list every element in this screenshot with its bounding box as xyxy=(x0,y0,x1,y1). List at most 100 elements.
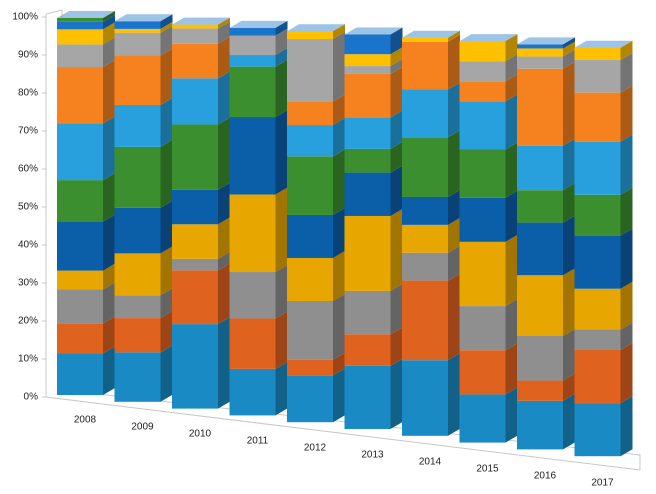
segment xyxy=(402,130,460,197)
segment-face xyxy=(229,55,276,67)
segment-face xyxy=(57,221,103,271)
segment-face xyxy=(563,37,575,49)
segment-face xyxy=(160,311,173,353)
segment-face xyxy=(344,66,391,74)
segment-face xyxy=(172,43,218,79)
segment-face xyxy=(344,215,391,291)
segment xyxy=(344,283,403,335)
column-top xyxy=(57,11,115,18)
segment-face xyxy=(103,22,115,45)
segment xyxy=(229,110,288,195)
x-tick-label: 2017 xyxy=(591,478,614,489)
segment-face xyxy=(172,28,218,44)
segment-face xyxy=(459,81,506,102)
segment-face xyxy=(448,82,460,138)
segment-face xyxy=(103,316,115,354)
segment xyxy=(229,361,288,416)
x-tick-label: 2016 xyxy=(534,471,557,482)
segment xyxy=(517,41,575,57)
segment-face xyxy=(574,235,621,289)
segment xyxy=(287,149,345,215)
segment-face xyxy=(275,48,288,67)
segment-face xyxy=(574,349,621,404)
segment xyxy=(57,22,115,45)
segment-face xyxy=(103,60,115,124)
segment xyxy=(172,71,230,125)
segment-face xyxy=(114,55,161,106)
segment-face xyxy=(390,283,403,335)
segment xyxy=(344,141,403,173)
segment-face xyxy=(344,148,391,173)
segment-face xyxy=(172,324,218,409)
segment-face xyxy=(229,27,276,36)
segment xyxy=(172,217,230,259)
x-tick-label: 2013 xyxy=(361,450,384,461)
segment-face xyxy=(229,35,276,56)
segment-face xyxy=(448,245,460,281)
segment-face xyxy=(57,44,103,68)
segment-face xyxy=(114,207,161,254)
segment-face xyxy=(517,48,563,57)
segment-face xyxy=(160,25,173,56)
segment xyxy=(402,190,460,225)
segment-face xyxy=(229,66,276,118)
segment-face xyxy=(505,94,518,150)
segment xyxy=(172,21,230,44)
segment-face xyxy=(172,124,218,190)
segment-face xyxy=(620,281,633,330)
segment-face xyxy=(505,299,518,351)
segment xyxy=(517,329,575,381)
segment-face xyxy=(459,101,506,150)
segment xyxy=(459,142,518,198)
segment-face xyxy=(459,41,506,62)
segment-face xyxy=(275,265,288,319)
segment-face xyxy=(459,241,506,307)
segment-face xyxy=(287,39,333,102)
segment xyxy=(574,342,633,404)
segment-face xyxy=(574,92,621,142)
x-tick-label: 2014 xyxy=(419,457,442,468)
segment-face xyxy=(275,361,288,416)
segment xyxy=(57,346,115,395)
segment-face xyxy=(402,252,448,281)
segment xyxy=(459,34,518,62)
segment-face xyxy=(517,44,563,49)
segment-face xyxy=(57,180,103,222)
segment xyxy=(402,30,460,42)
y-tick-label: 60% xyxy=(18,164,38,175)
segment xyxy=(344,165,403,216)
segment-face xyxy=(344,117,391,149)
segment-face xyxy=(563,49,575,69)
segment xyxy=(172,117,230,190)
segment-face xyxy=(344,34,391,55)
segment xyxy=(574,228,633,289)
segment-face xyxy=(229,272,276,319)
segment-face xyxy=(103,346,115,395)
segment xyxy=(574,134,633,195)
segment xyxy=(459,74,518,102)
segment-face xyxy=(574,403,621,457)
segment-face xyxy=(114,352,161,402)
segment xyxy=(459,343,518,395)
segment-face xyxy=(160,14,173,29)
segment-face xyxy=(517,336,563,381)
segment xyxy=(517,61,575,146)
segment xyxy=(229,311,288,369)
segment-face xyxy=(390,59,403,74)
segment xyxy=(229,20,288,36)
segment-face xyxy=(620,228,633,289)
column-top xyxy=(517,37,575,45)
segment-face xyxy=(172,224,218,259)
segment xyxy=(402,82,460,138)
segment-face xyxy=(103,282,115,324)
segment-face xyxy=(574,59,621,93)
segment xyxy=(57,173,115,222)
segment-face xyxy=(287,359,333,376)
segment-face xyxy=(620,40,633,60)
segment-face xyxy=(344,54,391,67)
segment xyxy=(172,263,230,325)
segment-face xyxy=(333,118,345,157)
segment-face xyxy=(505,54,518,82)
column-top xyxy=(402,30,460,38)
segment xyxy=(574,52,633,93)
